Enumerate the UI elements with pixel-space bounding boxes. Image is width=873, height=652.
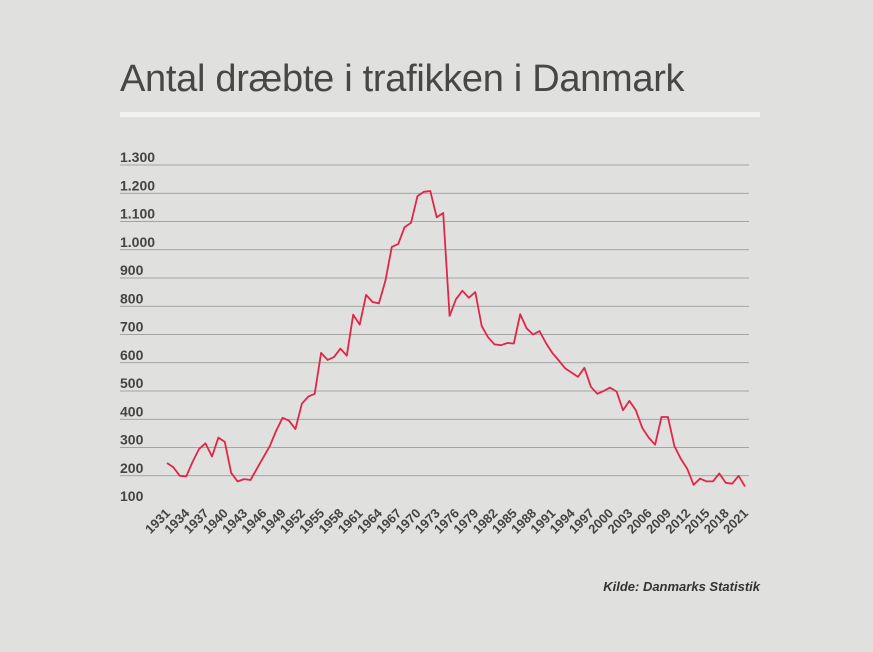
grid-lines xyxy=(120,164,749,477)
y-tick-label: 500 xyxy=(120,375,144,391)
y-tick-label: 600 xyxy=(120,347,144,363)
y-tick-label: 800 xyxy=(120,290,144,306)
y-tick-label: 200 xyxy=(120,460,144,476)
chart-title: Antal dræbte i trafikken i Danmark xyxy=(120,58,685,100)
series-line xyxy=(166,190,746,487)
source-note: Kilde: Danmarks Statistik xyxy=(603,579,760,594)
y-axis-labels: 100 200 300 400 500 600 700 800 900 1.000 1.100 1.2… xyxy=(120,149,155,504)
y-tick-label: 900 xyxy=(120,262,144,278)
y-tick-label: 400 xyxy=(120,403,144,419)
y-tick-label: 700 xyxy=(120,319,144,335)
y-tick-label: 1.200 xyxy=(120,177,155,193)
y-tick-label: 100 xyxy=(120,488,144,504)
y-tick-label: 1.300 xyxy=(120,149,155,165)
y-tick-label: 1.000 xyxy=(120,234,155,250)
x-axis-labels: 1931193419371940194319461949195219551958… xyxy=(142,505,751,537)
title-divider xyxy=(120,112,760,117)
y-tick-label: 1.100 xyxy=(120,206,155,222)
y-tick-label: 300 xyxy=(120,432,144,448)
